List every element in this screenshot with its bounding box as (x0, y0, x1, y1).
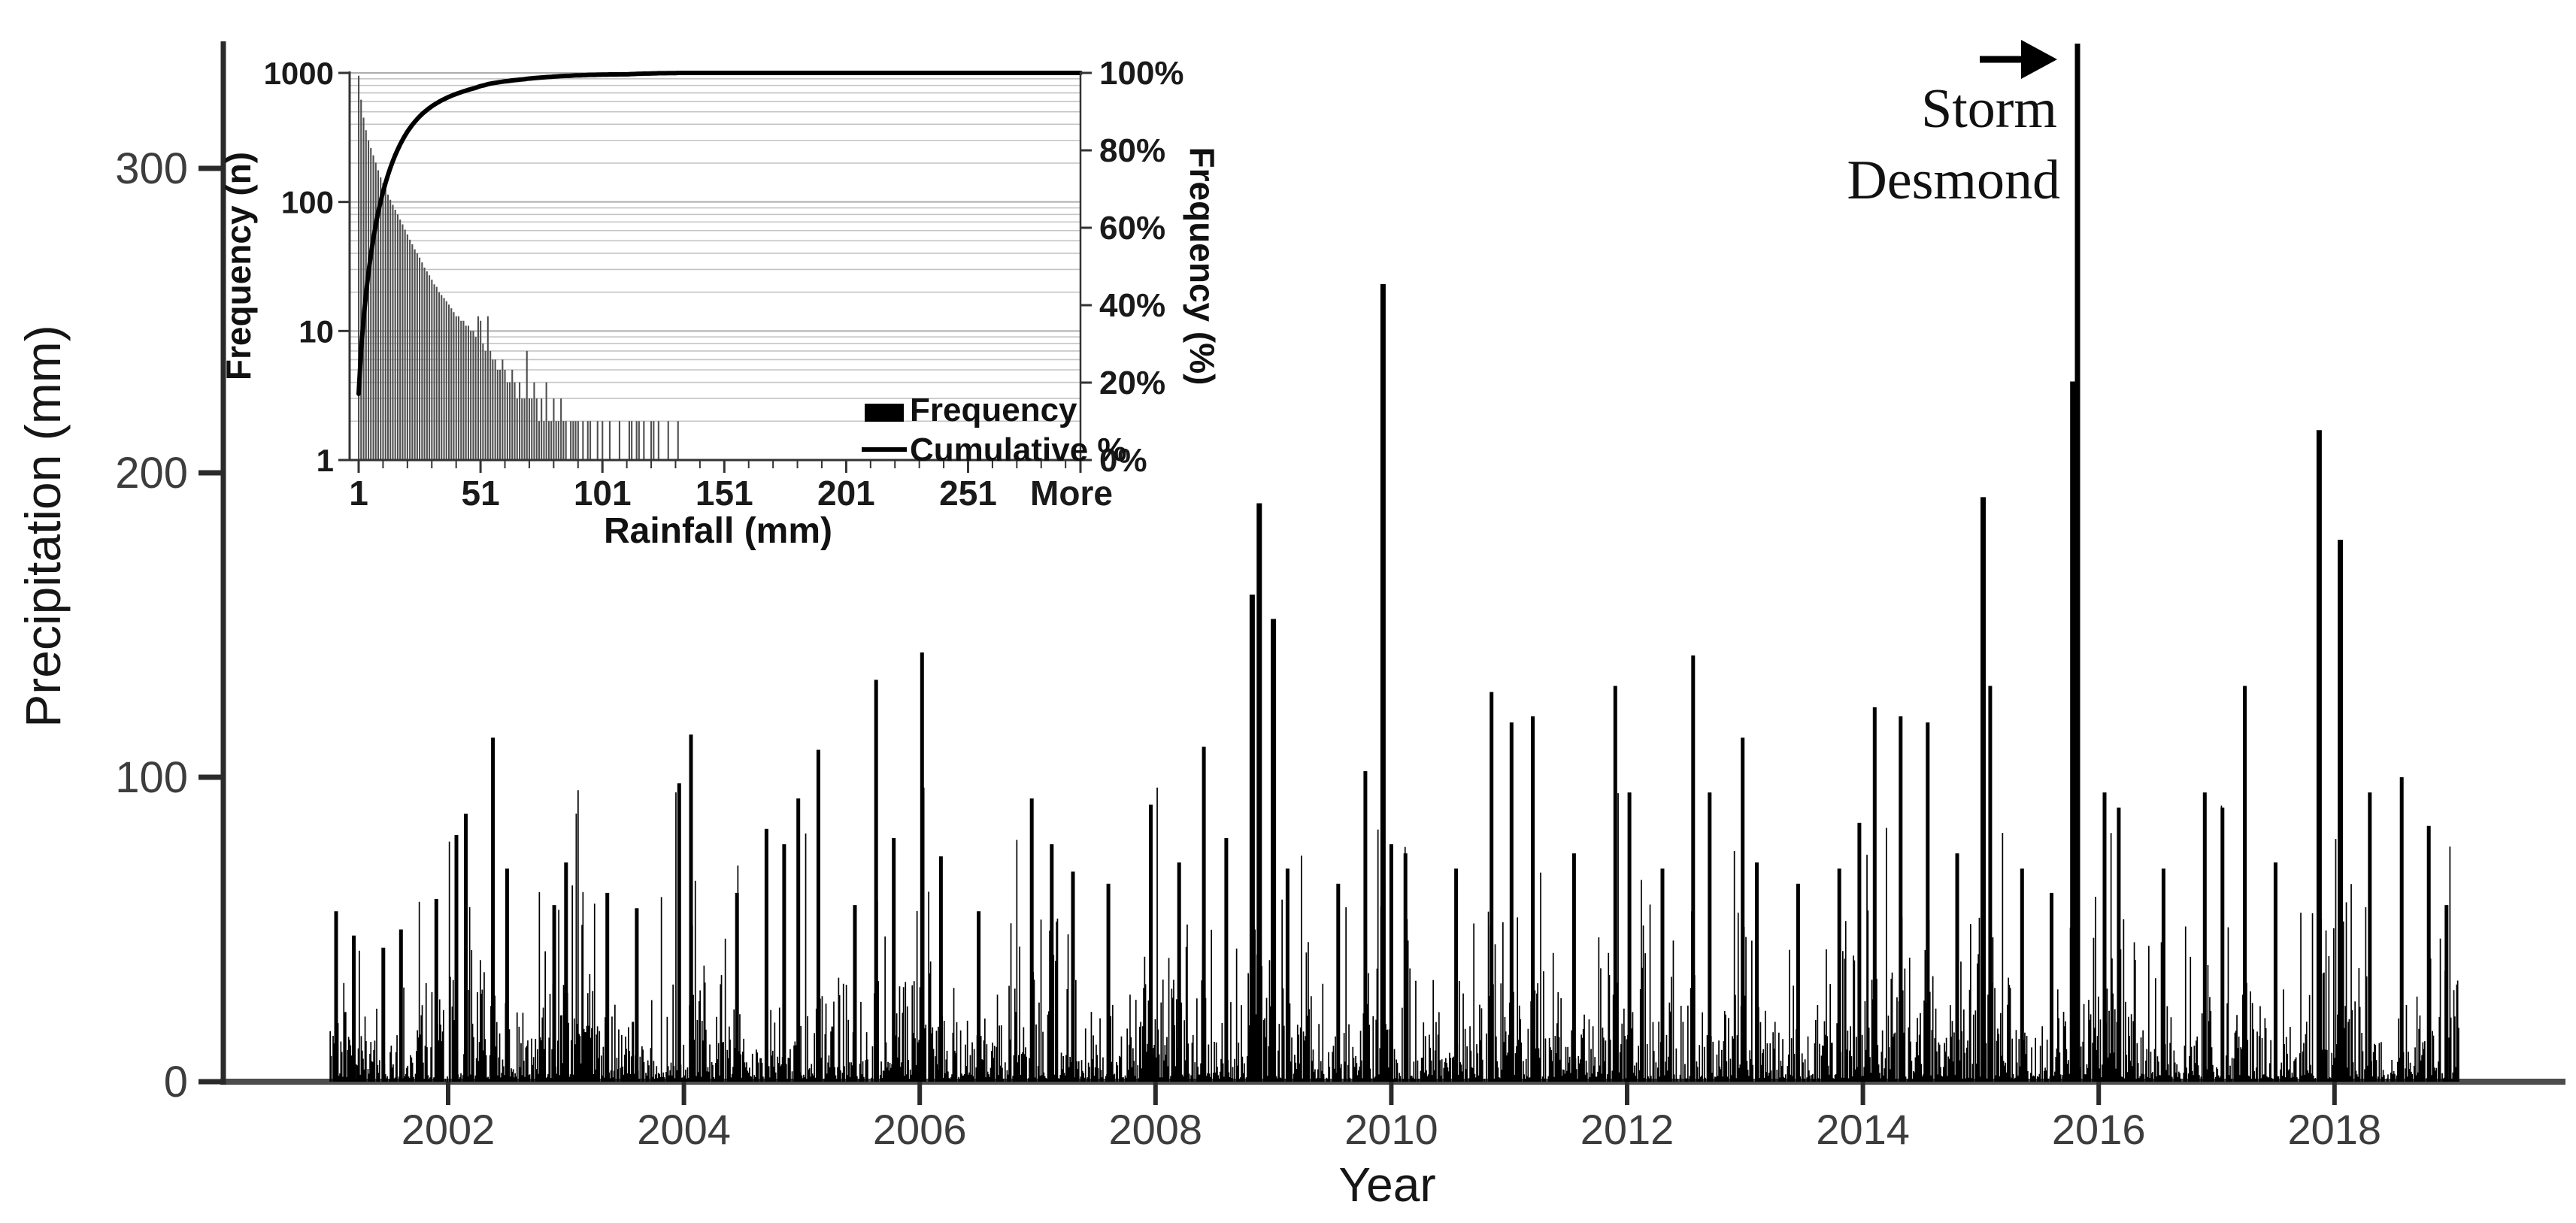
cumulative-percent-line (356, 71, 1083, 396)
inset-left-tick-label: 10 (299, 313, 334, 349)
daily-precipitation-bars (329, 614, 2459, 1082)
x-tick-label: 2012 (1580, 1106, 1674, 1153)
legend-cumulative-label: Cumulative % (910, 431, 1127, 468)
y-tick-label: 100 (115, 753, 188, 802)
inset-x-tick-label: 1 (349, 474, 368, 513)
annotation-line2: Desmond (1847, 150, 2060, 211)
legend-frequency-swatch-icon (865, 404, 904, 422)
x-tick-label: 2004 (637, 1106, 731, 1153)
inset-x-tick-label: 101 (574, 474, 632, 513)
inset-right-tick-label: 100% (1099, 55, 1184, 92)
inset-right-tick-label: 0% (1099, 442, 1147, 479)
storm-desmond-annotation: Storm Desmond (1847, 40, 2060, 211)
inset-right-tick-label: 60% (1099, 210, 1165, 247)
inset-x-axis-title: Rainfall (mm) (604, 511, 832, 551)
inset-left-axis-title: Frequency (n) (219, 152, 258, 380)
inset-right-tick-label: 80% (1099, 132, 1165, 169)
x-tick-label: 2008 (1109, 1106, 1203, 1153)
inset-x-tick-label: 151 (696, 474, 753, 513)
inset-x-tick-label-more: More (1030, 474, 1113, 513)
y-tick-label: 300 (115, 144, 188, 193)
annotation-arrow-head-icon (2021, 40, 2057, 79)
inset-right-tick-label: 40% (1099, 287, 1165, 324)
inset-x-tick-label: 251 (939, 474, 997, 513)
inset-left-tick-label: 100 (281, 185, 334, 220)
main-y-axis-title: Precipitation (mm) (15, 325, 71, 727)
y-tick-label: 200 (115, 449, 188, 498)
main-chart: 0 100 200 300 2002 2004 2006 2008 2010 2012 2014 20… (15, 41, 2565, 1212)
x-tick-label: 2002 (402, 1106, 496, 1153)
x-tick-label: 2006 (873, 1106, 967, 1153)
inset-right-tick-label: 20% (1099, 365, 1165, 401)
legend-frequency-label: Frequency (910, 392, 1077, 428)
inset-x-tick-label: 201 (817, 474, 875, 513)
annotation-line1: Storm (1921, 78, 2057, 140)
x-tick-label: 2010 (1344, 1106, 1438, 1153)
inset-x-tick-label: 51 (462, 474, 500, 513)
storm-peak-bars (334, 44, 2449, 1082)
inset-left-tick-label: 1 (317, 443, 334, 478)
inset-left-tick-label: 1000 (264, 56, 334, 91)
histogram-bars (358, 75, 679, 461)
x-tick-label: 2014 (1816, 1106, 1910, 1153)
y-tick-label: 0 (164, 1058, 188, 1106)
x-tick-label: 2016 (2052, 1106, 2146, 1153)
x-tick-label: 2018 (2288, 1106, 2382, 1153)
main-x-axis-title: Year (1338, 1158, 1435, 1212)
inset-right-axis-title: Frequency (%) (1183, 147, 1222, 386)
